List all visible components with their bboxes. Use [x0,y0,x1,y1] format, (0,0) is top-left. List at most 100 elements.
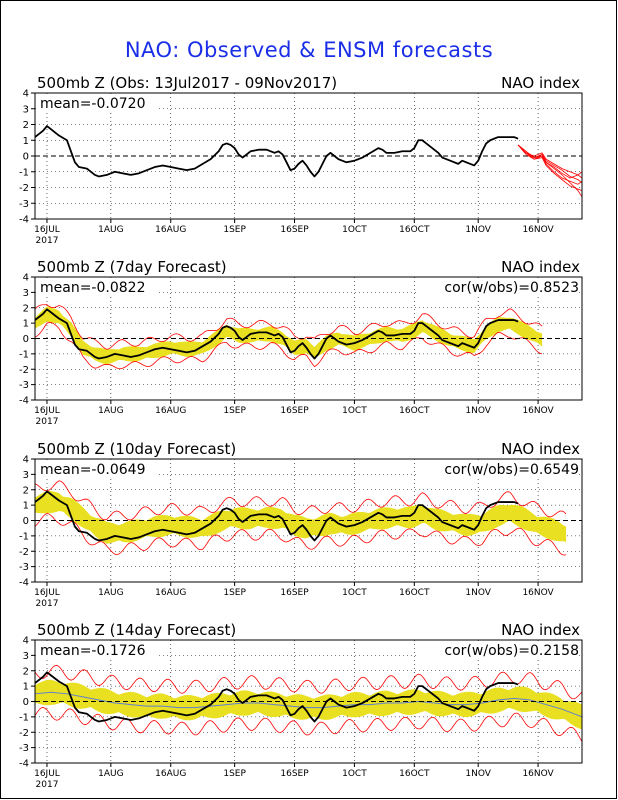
index-label: NAO index [501,440,580,458]
y-tick-label: 1 [23,682,29,693]
x-tick-label: 16JUL [34,769,60,779]
y-tick-label: -4 [19,578,29,589]
forecast-member-4 [517,144,583,179]
y-tick-label: 0 [23,516,29,527]
y-tick-label: 3 [23,651,29,662]
y-tick-label: 4 [23,636,29,647]
ensemble-spread-band [35,306,543,365]
y-tick-label: -3 [19,743,29,754]
x-tick-label: 1NOV [465,225,491,235]
cor-label: cor(w/obs)=0.8523 [444,280,579,296]
index-label: NAO index [501,74,580,92]
cor-label: cor(w/obs)=0.6549 [444,462,579,478]
x-tick-label: 1OCT [342,769,367,779]
ensemble-max-line [34,304,543,350]
ensemble-spread-band [35,679,582,730]
x-tick-label: 16JUL [34,225,60,235]
x-tick-label: 16OCT [399,769,430,779]
panel-title: 500mb Z (10day Forecast) [37,440,236,458]
y-tick-label: -2 [19,547,29,558]
x-tick-label: 16AUG [155,406,186,416]
x-tick-label: 16SEP [280,406,309,416]
y-tick-label: -3 [19,199,29,210]
x-tick-label: 1NOV [465,406,491,416]
panel-title: 500mb Z (Obs: 13Jul2017 - 09Nov2017) [37,74,337,92]
forecast-member-1 [517,144,583,198]
y-tick-label: 3 [23,104,29,115]
ensemble-min-line [34,513,567,556]
year-label: 2017 [36,236,59,246]
y-tick-label: 0 [23,152,29,163]
y-tick-label: 2 [23,485,29,496]
x-tick-label: 16AUG [155,588,186,598]
x-tick-label: 16OCT [399,588,430,598]
mean-label: mean=-0.0649 [40,462,145,478]
cor-label: cor(w/obs)=0.2158 [444,643,579,659]
x-tick-label: 1AUG [98,225,123,235]
x-tick-label: 1SEP [223,406,246,416]
mean-label: mean=-0.0720 [40,96,145,112]
x-tick-label: 16JUL [34,588,60,598]
y-tick-label: 2 [23,666,29,677]
chart-panel-3: 4 3 2 1 0 -1 -2 -3 -4 16JUL 1AUG 16AUG 1SEP 16SEP 1OCT… [19,440,583,609]
x-tick-label: 16SEP [280,588,309,598]
x-tick-label: 1OCT [342,406,367,416]
y-tick-label: -1 [19,167,29,178]
y-tick-label: 0 [23,697,29,708]
x-tick-label: 1SEP [223,225,246,235]
main-title: NAO: Observed & ENSM forecasts [124,38,494,62]
x-tick-label: 1OCT [342,588,367,598]
y-tick-label: 0 [23,334,29,345]
forecast-member-5 [517,144,583,192]
index-label: NAO index [501,258,580,276]
x-tick-label: 16NOV [522,588,554,598]
ensemble-mean-line [34,691,583,718]
x-tick-label: 16OCT [399,406,430,416]
y-tick-label: -1 [19,349,29,360]
y-tick-label: -1 [19,712,29,723]
y-tick-label: -2 [19,728,29,739]
observed-nao-line [34,125,519,178]
y-tick-label: -3 [19,380,29,391]
mean-label-bg [38,279,156,295]
y-tick-label: 2 [23,120,29,131]
chart-panel-2: 4 3 2 1 0 -1 -2 -3 -4 16JUL 1AUG 16AUG 1SEP 16SEP 1OCT… [19,258,583,427]
x-tick-label: 16NOV [522,769,554,779]
y-tick-label: 4 [23,273,29,284]
y-tick-label: -1 [19,531,29,542]
mean-label-bg [38,95,156,111]
y-tick-label: 3 [23,470,29,481]
x-tick-label: 16OCT [399,225,430,235]
chart-panel-1: 4 3 2 1 0 -1 -2 -3 -4 16JUL 1AUG 16AUG 1SEP 16SEP 1OCT… [19,74,583,246]
panel-title: 500mb Z (14day Forecast) [37,621,236,639]
x-tick-label: 16AUG [155,225,186,235]
y-tick-label: 1 [23,501,29,512]
y-tick-label: 3 [23,288,29,299]
x-tick-label: 1SEP [223,769,246,779]
forecast-member-6 [517,144,583,179]
cor-label-bg [417,461,579,477]
year-label: 2017 [36,780,59,790]
x-tick-label: 1NOV [465,588,491,598]
x-tick-label: 16JUL [34,406,60,416]
y-tick-label: -4 [19,759,29,770]
panel-title: 500mb Z (7day Forecast) [37,258,227,276]
cor-label-bg [417,279,579,295]
observed-nao-line [34,671,519,723]
x-tick-label: 1OCT [342,225,367,235]
y-tick-label: 4 [23,89,29,100]
mean-label: mean=-0.1726 [40,643,146,659]
cor-label-bg [417,642,579,658]
y-tick-label: 1 [23,136,29,147]
x-tick-label: 1AUG [98,769,123,779]
y-tick-label: 1 [23,319,29,330]
observed-nao-line [34,490,519,542]
y-tick-label: -4 [19,396,29,407]
x-tick-label: 1AUG [98,588,123,598]
y-tick-label: -2 [19,183,29,194]
y-tick-label: -3 [19,562,29,573]
x-tick-label: 16SEP [280,225,309,235]
year-label: 2017 [36,599,59,609]
mean-label-bg [38,461,156,477]
